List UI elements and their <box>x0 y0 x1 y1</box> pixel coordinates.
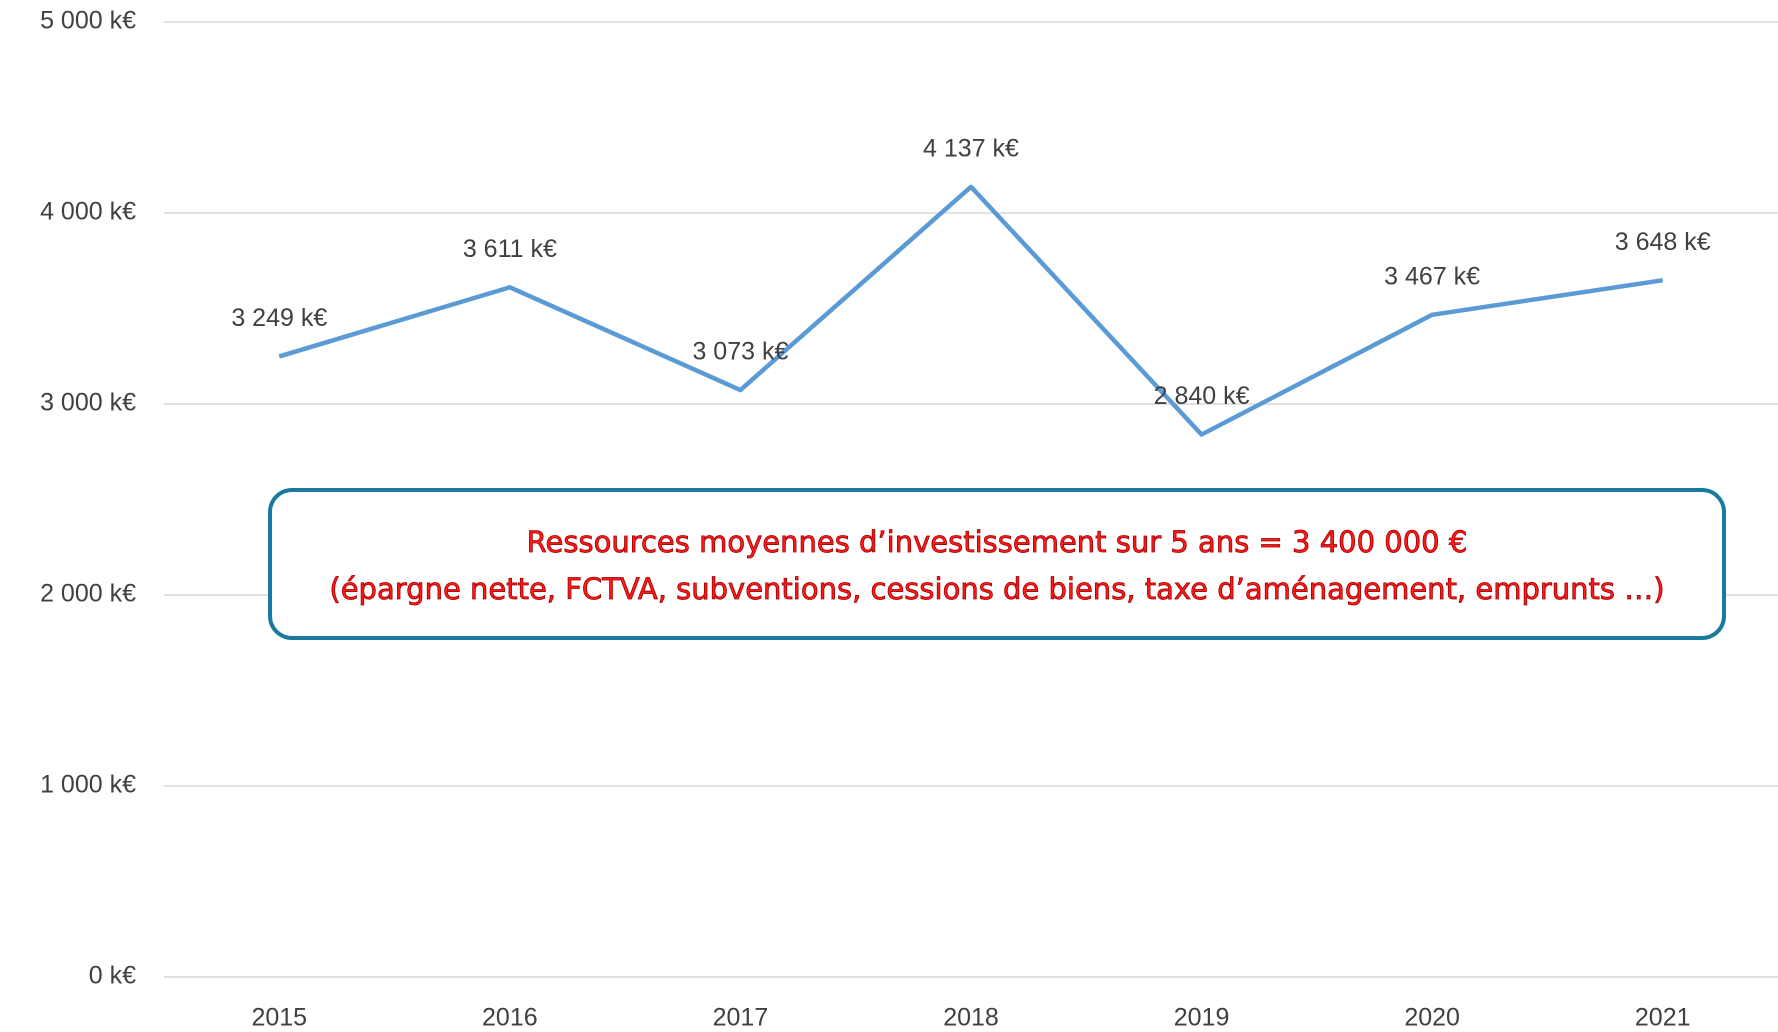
x-tick-label: 2019 <box>1174 1004 1230 1032</box>
x-tick-label: 2020 <box>1404 1004 1460 1032</box>
data-label: 3 611 k€ <box>463 235 557 263</box>
data-label: 3 467 k€ <box>1384 262 1480 290</box>
annotation: (épargne nette, FCTVA, subventions, cess… <box>329 572 1664 606</box>
line <box>278 184 1664 437</box>
data-label: 4 137 k€ <box>923 134 1019 162</box>
data-label: 3 648 k€ <box>1615 228 1711 256</box>
x-tick-label: 2018 <box>943 1004 999 1032</box>
x-tick-label: 2015 <box>251 1004 307 1032</box>
data-label: 3 249 k€ <box>231 304 327 332</box>
y-tick-label: 3 000 k€ <box>40 389 136 417</box>
y-tick-label: 5 000 k€ <box>40 7 136 35</box>
y-tick-label: 1 000 k€ <box>40 771 136 799</box>
y-tick-label: 0 k€ <box>89 962 136 990</box>
data-label: 3 073 k€ <box>692 338 788 366</box>
annotation: Ressources moyennes d’investissement sur… <box>527 525 1468 559</box>
y-tick-label: 4 000 k€ <box>40 198 136 226</box>
x-tick-label: 2017 <box>713 1004 769 1032</box>
y-tick-label: 2 000 k€ <box>40 580 136 608</box>
x-tick-label: 2016 <box>482 1004 538 1032</box>
data-label: 2 840 k€ <box>1154 382 1250 410</box>
annotation-box <box>268 488 1726 640</box>
x-tick-label: 2021 <box>1635 1004 1691 1032</box>
